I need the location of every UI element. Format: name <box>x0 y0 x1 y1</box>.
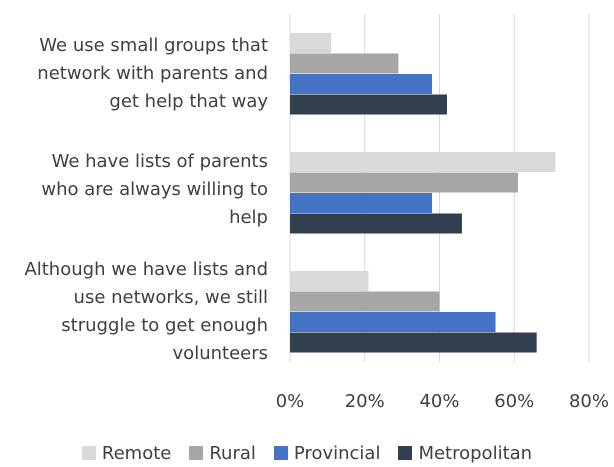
bar-rural-3 <box>290 291 440 312</box>
bar-provincial-3 <box>290 312 496 332</box>
legend-label: Rural <box>209 442 256 464</box>
x-tick-label: 0% <box>276 391 305 412</box>
x-tick-label: 20% <box>345 391 385 412</box>
legend-label: Remote <box>101 442 172 464</box>
category-label-line: We have lists of parents <box>51 151 268 172</box>
category-label-line: network with parents and <box>37 63 268 84</box>
category-label-line: who are always willing to <box>41 179 268 200</box>
bar-metropolitan-1 <box>290 94 447 115</box>
x-tick-label: 40% <box>419 391 459 412</box>
legend: Remote Rural Provincial Metropolitan <box>0 440 614 466</box>
legend-swatch <box>81 446 96 460</box>
bar-rural-2 <box>290 172 518 193</box>
legend-item-metropolitan: Metropolitan <box>398 443 532 464</box>
bars <box>290 33 556 353</box>
x-axis-ticks: 0% 20% 40% 60% 80% <box>276 391 609 412</box>
category-label: We have lists of parents who are always w… <box>0 148 268 232</box>
category-label-line: Although we have lists and <box>24 259 268 280</box>
bar-chart: 0% 20% 40% 60% 80% <box>276 14 609 412</box>
legend-swatch <box>273 446 288 460</box>
legend-label: Provincial <box>293 442 381 464</box>
legend-label: Metropolitan <box>418 442 533 464</box>
bar-metropolitan-3 <box>290 332 537 353</box>
bar-rural-1 <box>290 53 399 74</box>
category-label-line: We use small groups that <box>39 35 268 56</box>
legend-swatch <box>398 446 413 460</box>
category-label: We use small groups that network with par… <box>0 32 268 116</box>
category-label-line: get help that way <box>109 91 268 112</box>
legend-swatch <box>189 446 204 460</box>
bar-metropolitan-2 <box>290 213 462 234</box>
category-label: Although we have lists and use networks, … <box>0 256 268 368</box>
bar-provincial-1 <box>290 74 433 94</box>
bar-remote-3 <box>290 271 369 291</box>
x-tick-label: 60% <box>494 391 534 412</box>
category-label-line: use networks, we still <box>73 287 268 308</box>
bar-remote-1 <box>290 33 332 53</box>
legend-item-remote: Remote <box>81 442 172 464</box>
category-label-line: help <box>229 207 268 228</box>
bar-remote-2 <box>290 152 556 172</box>
x-tick-label: 80% <box>569 391 609 412</box>
bar-provincial-2 <box>290 193 433 213</box>
legend-item-rural: Rural <box>189 443 256 464</box>
category-label-line: struggle to get enough <box>61 315 268 336</box>
legend-item-provincial: Provincial <box>273 442 381 464</box>
category-label-line: volunteers <box>172 343 268 364</box>
